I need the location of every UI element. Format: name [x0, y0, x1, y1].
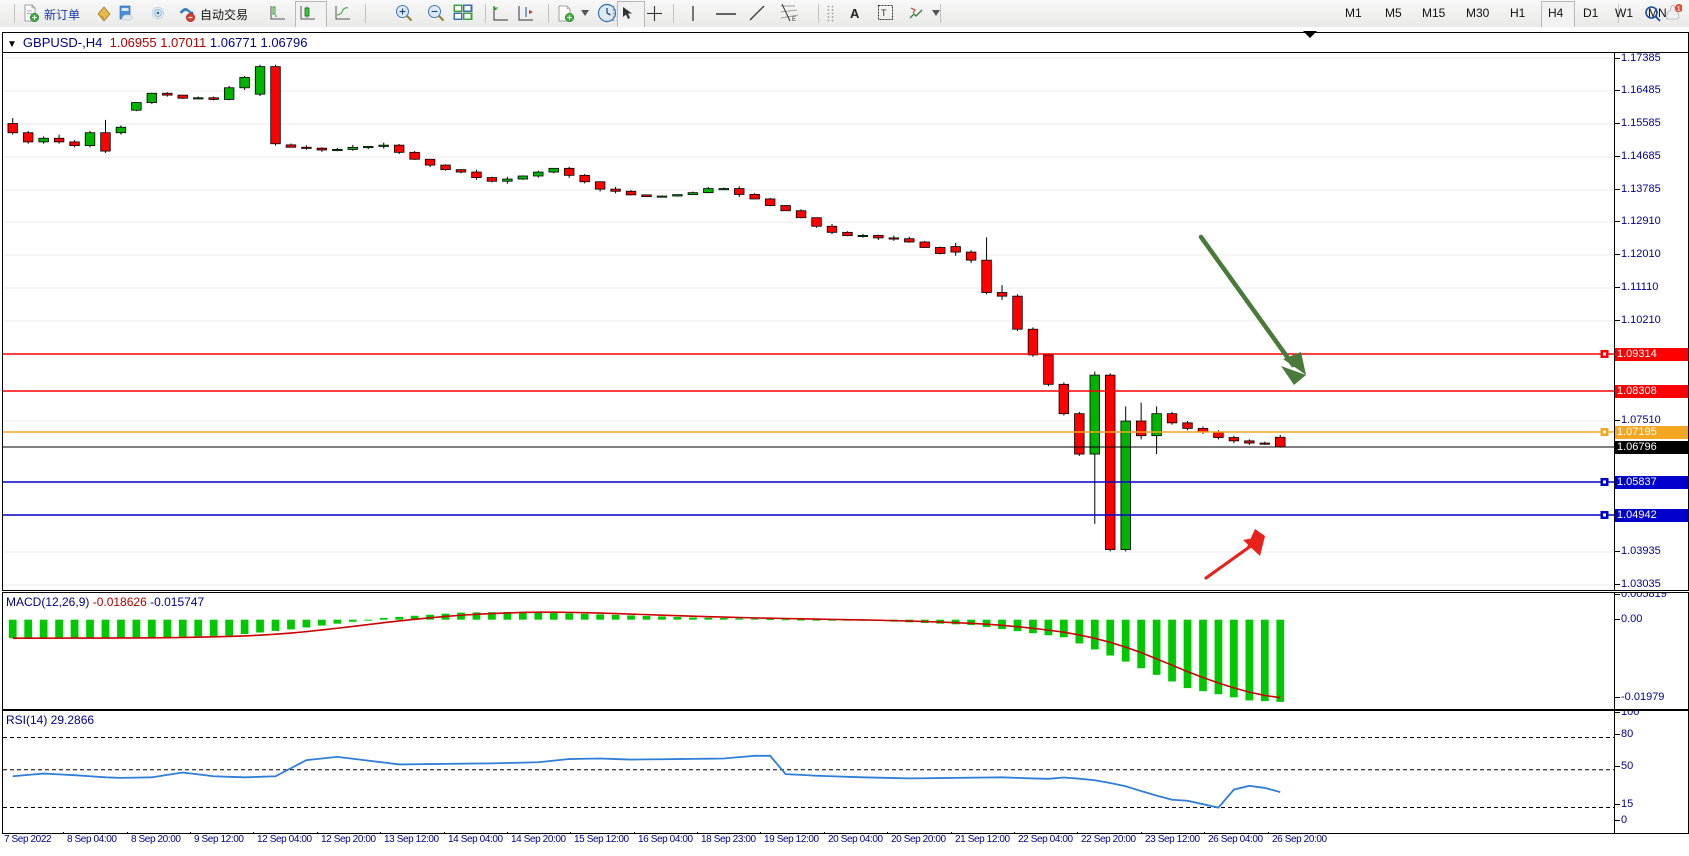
svg-text:E: E: [792, 17, 796, 22]
svg-text:T: T: [881, 8, 887, 18]
